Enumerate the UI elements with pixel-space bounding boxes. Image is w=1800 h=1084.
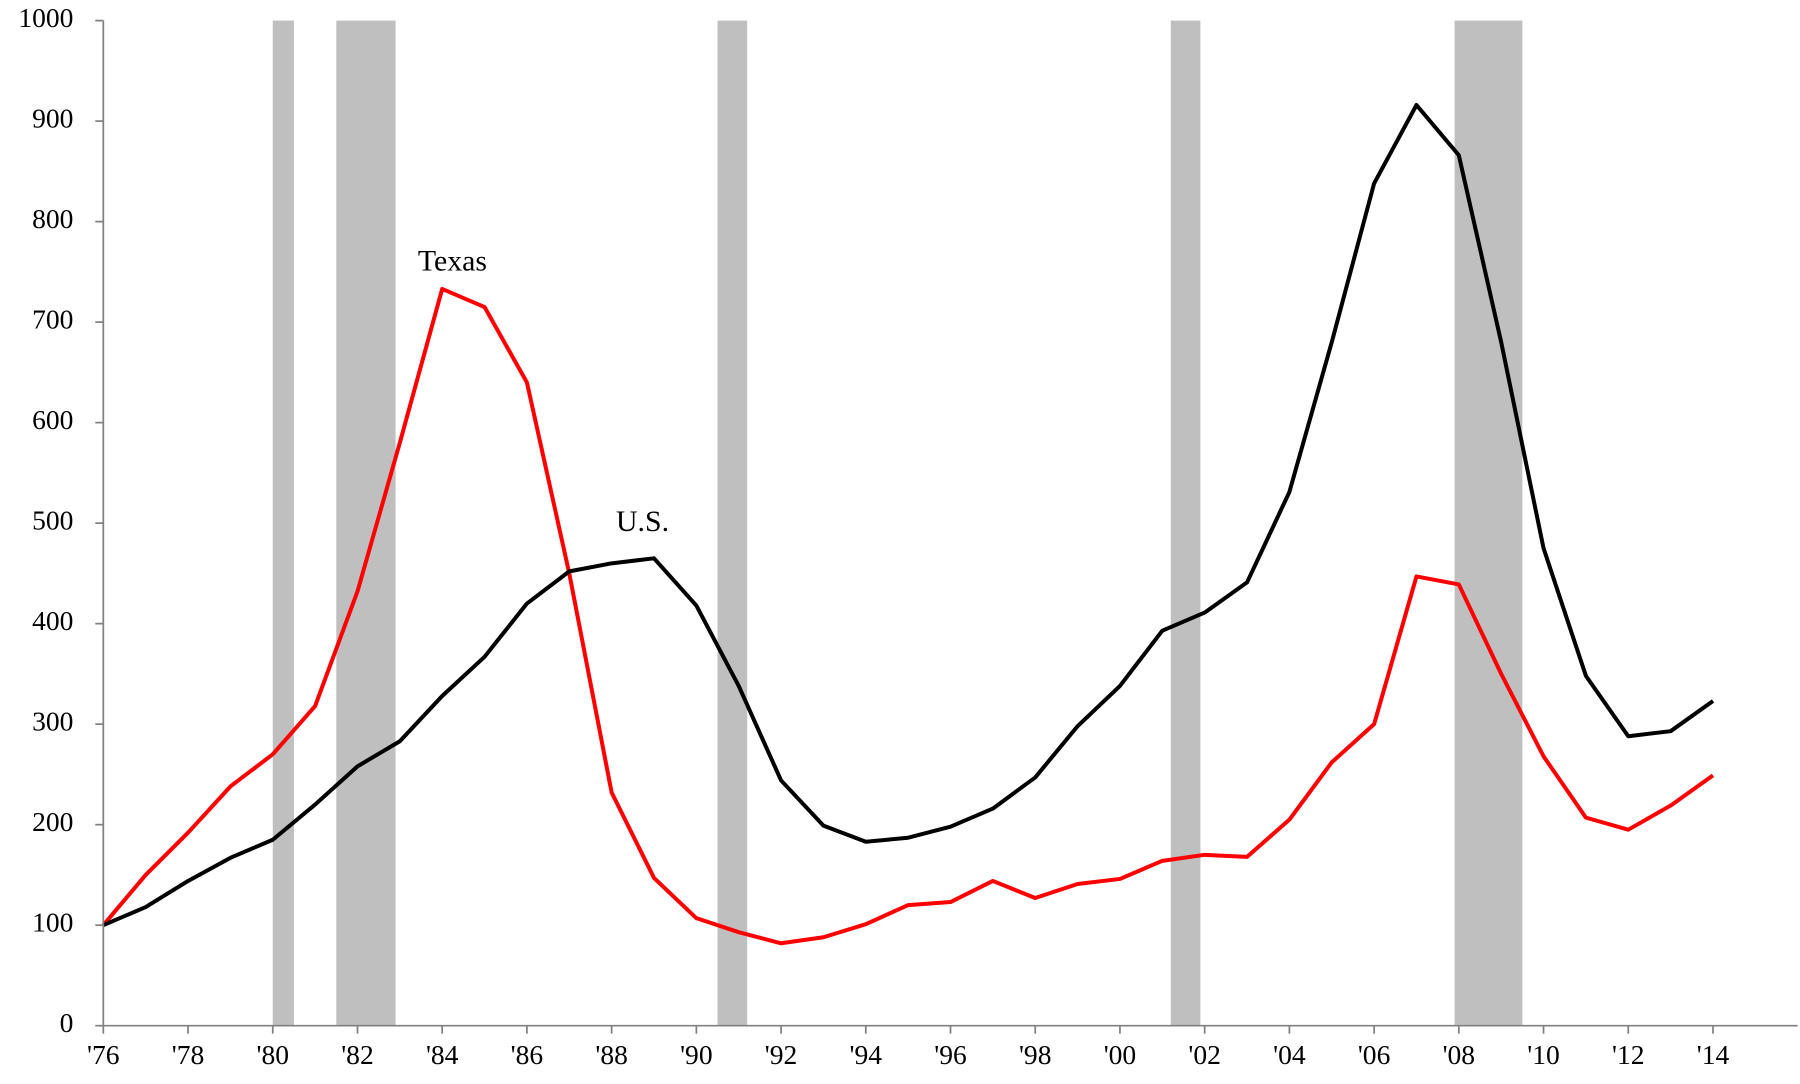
x-tick-label: '10: [1527, 1040, 1560, 1070]
y-tick-label: 800: [32, 204, 73, 234]
lines: Texas U.S.: [101, 103, 1715, 946]
series-line: [102, 103, 1715, 928]
recession-band: [1454, 20, 1523, 1026]
x-tick-label: '06: [1358, 1040, 1391, 1070]
x-tick-label: '80: [257, 1040, 290, 1070]
recession-band: [717, 20, 748, 1026]
y-tick-label: 100: [32, 908, 73, 938]
x-tick-label: '98: [1019, 1040, 1052, 1070]
y-tick-label: 0: [60, 1008, 74, 1038]
x-tick-label: '84: [426, 1040, 459, 1070]
axes: 0 100 200 300 400 500 600 700 800 900 1000 '76 '78 '8…: [18, 3, 1798, 1070]
x-tick-label: '82: [341, 1040, 374, 1070]
y-tick-label: 600: [32, 405, 73, 435]
x-tick-label: '78: [172, 1040, 205, 1070]
series-label: Texas: [418, 244, 487, 277]
x-tick-label: '86: [511, 1040, 544, 1070]
y-tick-label: 500: [32, 505, 73, 535]
x-tick-label: '08: [1443, 1040, 1476, 1070]
series-label: U.S.: [616, 505, 669, 538]
x-tick-label: '88: [595, 1040, 628, 1070]
x-tick-label: '90: [680, 1040, 713, 1070]
x-tick-label: '96: [934, 1040, 967, 1070]
x-tick-label: '92: [765, 1040, 798, 1070]
y-tick-label: 700: [32, 304, 73, 334]
y-tick-label: 900: [32, 103, 73, 133]
x-tick-label: '00: [1104, 1040, 1137, 1070]
x-tick-label: '14: [1697, 1040, 1730, 1070]
x-tick-label: '76: [87, 1040, 120, 1070]
series-line: [101, 286, 1715, 946]
y-tick-label: 400: [32, 606, 73, 636]
recession-band: [272, 20, 294, 1026]
recession-bands: [272, 20, 1523, 1026]
x-tick-label: '04: [1273, 1040, 1306, 1070]
recession-band: [336, 20, 396, 1026]
y-tick-label: 300: [32, 707, 73, 737]
x-tick-label: '12: [1612, 1040, 1645, 1070]
x-tick-label: '94: [850, 1040, 883, 1070]
recession-band: [1170, 20, 1201, 1026]
x-tick-label: '02: [1188, 1040, 1221, 1070]
y-tick-label: 1000: [18, 3, 73, 33]
y-tick-label: 200: [32, 807, 73, 837]
